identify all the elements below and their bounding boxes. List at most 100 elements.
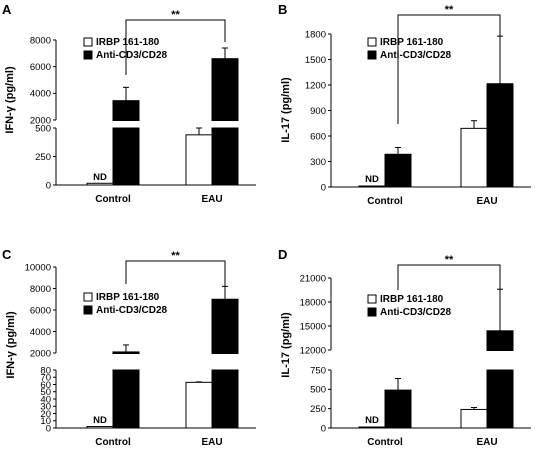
y-tick-label: 15000 — [300, 321, 326, 332]
panel-b: B 0 300 600 900 1200 1500 1800 IL-17 (pg/ml) Con… — [278, 2, 531, 207]
y-tick-label: 250 — [310, 404, 326, 415]
y-axis-title: IFN-γ (pg/ml) — [5, 311, 17, 379]
legend-label-irbp: IRBP 161-180 — [380, 294, 444, 305]
bar-anti-cd3-control — [112, 100, 140, 186]
bar-anti-cd3-eau — [486, 83, 514, 188]
y-tick-label: 2000 — [30, 348, 51, 359]
significance-label: ** — [445, 254, 454, 266]
y-tick-label: 12000 — [300, 345, 326, 356]
axis-break-gap — [329, 351, 531, 370]
legend-swatch-irbp — [367, 37, 377, 47]
y-tick-label: 60 — [40, 380, 51, 391]
legend-swatch-anti-cd3 — [367, 50, 377, 60]
significance-bracket — [397, 264, 501, 294]
significance-label: ** — [171, 9, 180, 21]
panel-d: D 0 250 500 750 12000 15000 18000 21000 IL-17 (p… — [278, 247, 531, 448]
legend-label-irbp: IRBP 161-180 — [96, 37, 160, 48]
category-label: Control — [367, 437, 403, 448]
significance-label: ** — [171, 250, 180, 262]
legend-swatch-irbp — [367, 294, 377, 304]
panel-b-letter: B — [278, 2, 287, 17]
panel-d-plot: 0 250 500 750 12000 15000 18000 21000 IL-17 (pg/… — [280, 254, 531, 448]
bar-irbp-control — [86, 182, 114, 186]
y-tick-label: 2000 — [30, 115, 51, 126]
y-axis-title: IFN-γ (pg/ml) — [4, 66, 16, 134]
bar-irbp-eau — [185, 134, 213, 186]
panel-a-letter: A — [2, 2, 12, 17]
category-label: EAU — [476, 196, 497, 207]
y-tick-label: 250 — [35, 152, 51, 163]
category-label: EAU — [476, 437, 497, 448]
y-tick-label: 0 — [46, 423, 51, 434]
y-tick-label: 18000 — [300, 297, 326, 308]
y-tick-label: 8000 — [30, 284, 51, 295]
bar-irbp-control — [358, 185, 386, 188]
y-tick-label: 1500 — [305, 55, 326, 66]
y-tick-label: 500 — [310, 385, 326, 396]
category-label: Control — [367, 196, 403, 207]
legend-swatch-irbp — [83, 292, 93, 302]
nd-label: ND — [93, 415, 107, 426]
y-tick-label: 300 — [310, 157, 326, 168]
legend-label-anti-cd3: Anti-CD3/CD28 — [380, 50, 452, 61]
y-axis-title: IL-17 (pg/ml) — [280, 312, 292, 378]
y-tick-label: 6000 — [30, 62, 51, 73]
legend-label-anti-cd3: Anti-CD3/CD28 — [96, 305, 168, 316]
y-tick-label: 1800 — [305, 29, 326, 40]
y-tick-label: 4000 — [30, 327, 51, 338]
y-tick-label: 500 — [35, 123, 51, 134]
bar-irbp-control — [358, 426, 386, 429]
nd-label: ND — [365, 174, 379, 185]
y-tick-label: 30 — [40, 402, 51, 413]
axis-break-gap — [54, 354, 256, 370]
y-tick-label: 21000 — [300, 273, 326, 284]
axis-break-gap — [54, 121, 256, 128]
legend-label-irbp: IRBP 161-180 — [96, 292, 160, 303]
bar-anti-cd3-control — [384, 153, 412, 188]
y-tick-label: 600 — [310, 131, 326, 142]
category-label: Control — [95, 437, 131, 448]
y-tick-label: 0 — [46, 180, 51, 191]
legend-swatch-anti-cd3 — [83, 305, 93, 315]
category-label: EAU — [201, 437, 222, 448]
y-axis-title: IL-17 (pg/ml) — [280, 77, 292, 143]
legend-swatch-anti-cd3 — [367, 307, 377, 317]
y-tick-label: 0 — [321, 423, 326, 434]
y-tick-label: 750 — [310, 365, 326, 376]
bar-irbp-eau — [460, 127, 488, 188]
y-tick-label: 50 — [40, 387, 51, 398]
y-tick-label: 80 — [40, 365, 51, 376]
legend-label-irbp: IRBP 161-180 — [380, 37, 444, 48]
y-tick-label: 0 — [321, 182, 326, 193]
category-label: EAU — [201, 194, 222, 205]
nd-label: ND — [93, 172, 107, 183]
panel-c-letter: C — [2, 247, 12, 262]
significance-bracket — [397, 14, 501, 124]
y-tick-label: 10 — [40, 416, 51, 427]
significance-bracket — [125, 19, 226, 75]
significance-label: ** — [445, 4, 454, 16]
category-label: Control — [95, 194, 131, 205]
significance-bracket — [125, 260, 226, 287]
bar-anti-cd3-eau — [486, 330, 514, 429]
y-tick-label: 70 — [40, 373, 51, 384]
y-tick-label: 8000 — [30, 35, 51, 46]
legend-label-anti-cd3: Anti-CD3/CD28 — [380, 307, 452, 318]
y-tick-label: 10000 — [25, 262, 51, 273]
y-tick-label: 900 — [310, 106, 326, 117]
y-tick-label: 1200 — [305, 80, 326, 91]
y-tick-label: 40 — [40, 394, 51, 405]
nd-label: ND — [365, 415, 379, 426]
bar-irbp-eau — [185, 381, 213, 429]
y-tick-label: 4000 — [30, 89, 51, 100]
legend-swatch-anti-cd3 — [83, 50, 93, 60]
bar-anti-cd3-control — [384, 389, 412, 429]
y-tick-label: 20 — [40, 409, 51, 420]
legend-swatch-irbp — [83, 37, 93, 47]
y-tick-label: 6000 — [30, 305, 51, 316]
